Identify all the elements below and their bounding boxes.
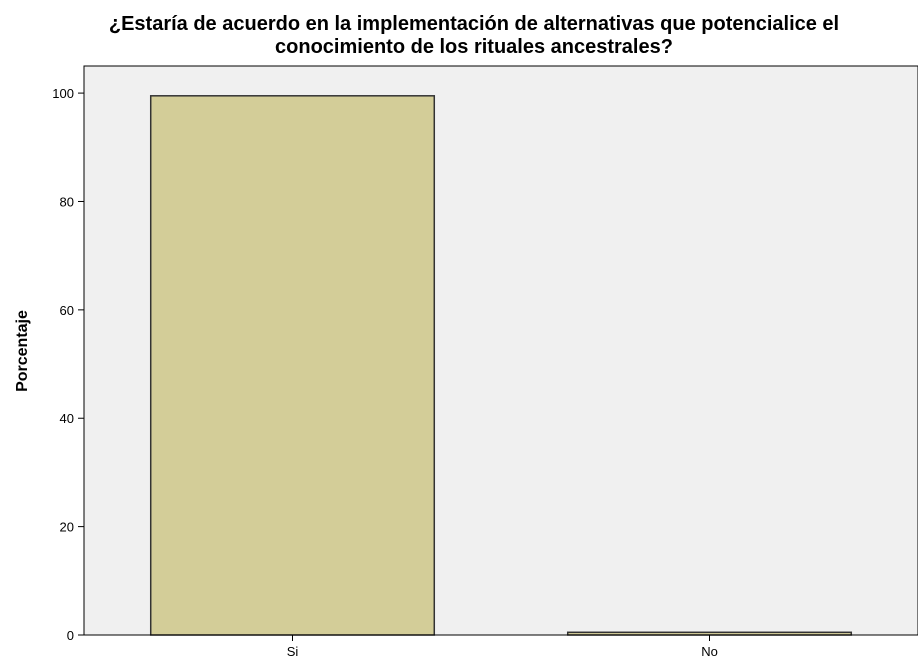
y-tick-label: 40 bbox=[60, 411, 74, 426]
chart-title-line-2: conocimiento de los rituales ancestrales… bbox=[275, 36, 673, 58]
x-tick-label: No bbox=[701, 644, 718, 659]
chart-title-line-1: ¿Estaría de acuerdo en la implementación… bbox=[109, 13, 839, 35]
y-tick-label: 60 bbox=[60, 303, 74, 318]
bars-group bbox=[149, 95, 853, 636]
y-tick-label: 80 bbox=[60, 194, 74, 209]
y-tick-label: 100 bbox=[52, 86, 74, 101]
x-tick-label: Si bbox=[287, 644, 299, 659]
y-tick-label: 0 bbox=[67, 628, 74, 643]
y-ticks-group: 0 20 40 60 80 100 bbox=[52, 86, 84, 643]
x-ticks-group: Si No bbox=[287, 635, 718, 659]
y-axis-label: Porcentaje bbox=[14, 310, 31, 392]
y-tick-label: 20 bbox=[60, 520, 74, 535]
bar-si bbox=[149, 95, 436, 636]
